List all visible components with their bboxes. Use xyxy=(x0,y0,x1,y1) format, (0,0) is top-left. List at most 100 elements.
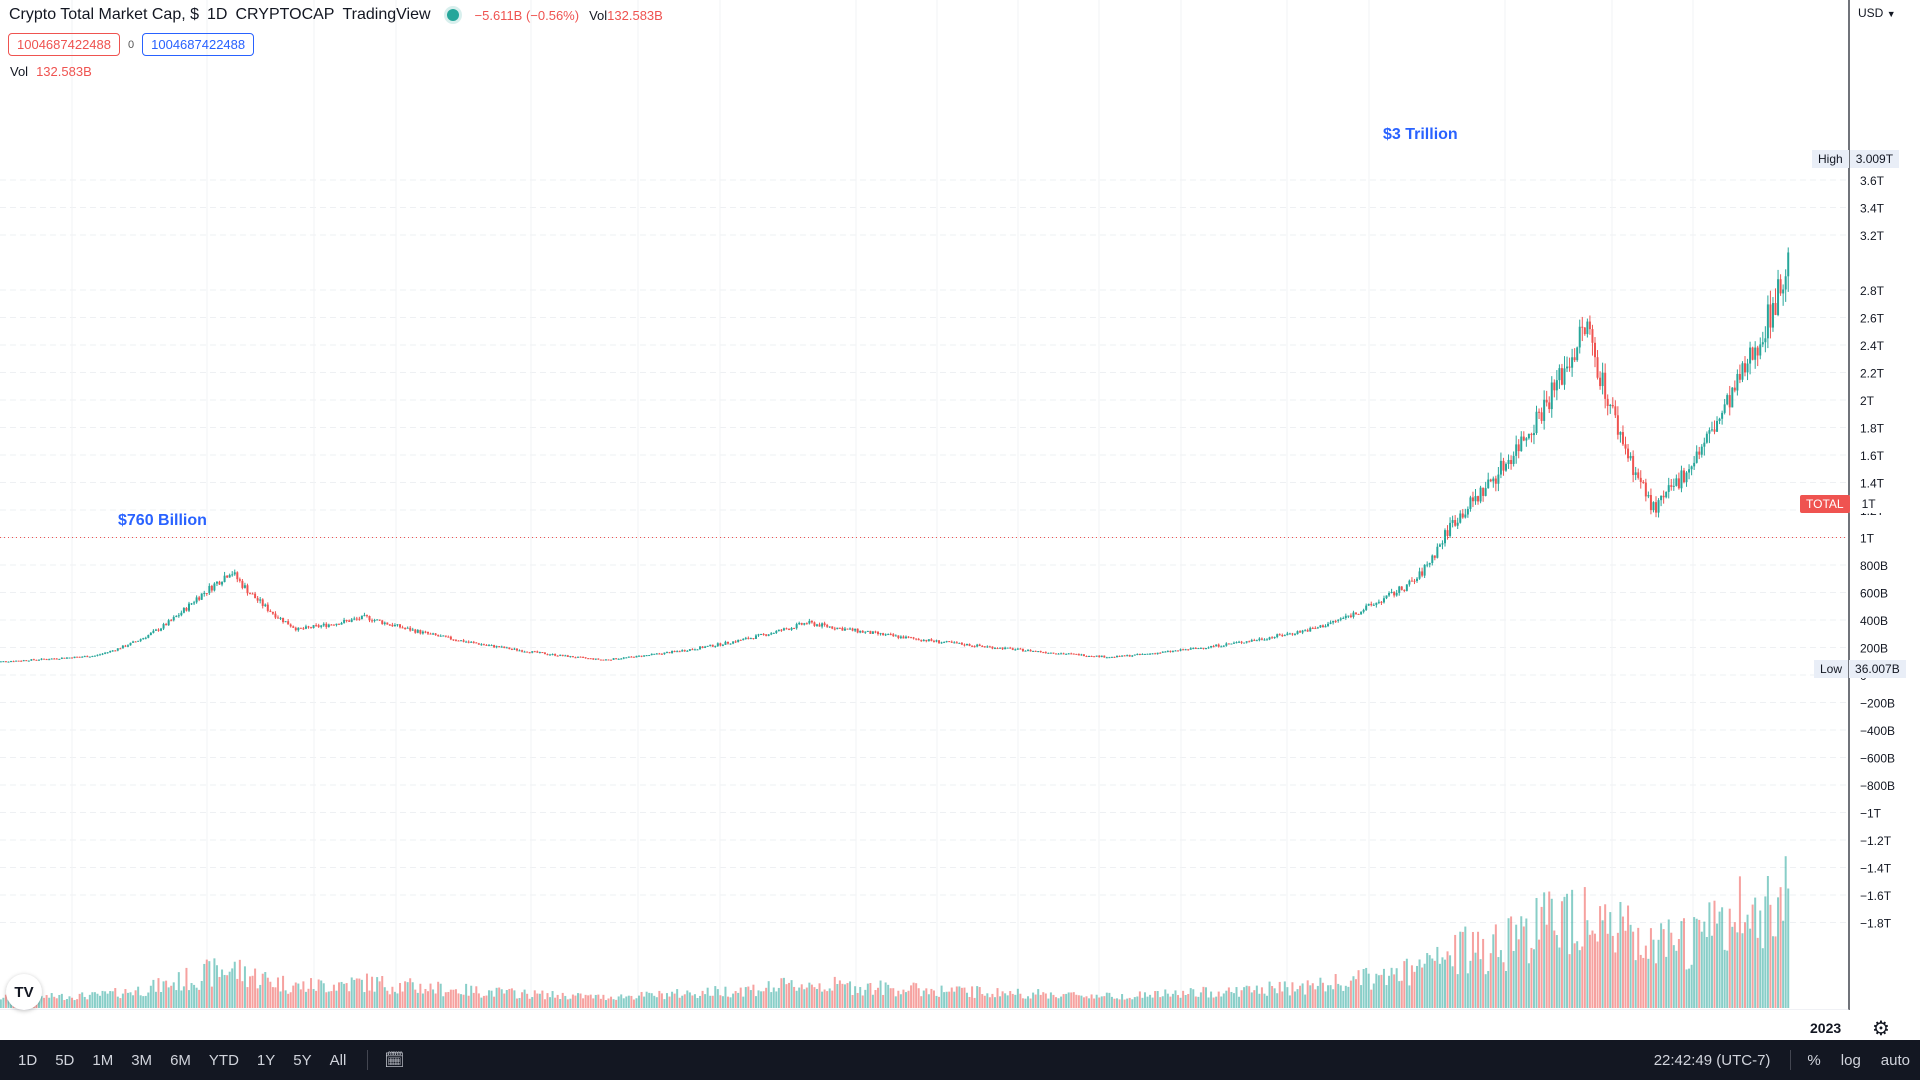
price-axis-label: 2.6T xyxy=(1860,312,1885,326)
candle-body xyxy=(551,654,554,656)
range-1m[interactable]: 1M xyxy=(92,1051,114,1069)
volume-bar xyxy=(1787,888,1790,1008)
volume-bar xyxy=(1019,993,1022,1008)
volume-bar xyxy=(1441,957,1444,1008)
candle-body xyxy=(889,634,892,636)
volume-bar xyxy=(1710,935,1713,1008)
volume-bar xyxy=(119,998,122,1008)
gear-icon[interactable]: ⚙ xyxy=(1872,1018,1890,1040)
volume-bar xyxy=(371,976,374,1008)
candle-body xyxy=(1698,451,1701,455)
log-toggle[interactable]: log xyxy=(1840,1051,1861,1069)
candle-body xyxy=(1657,500,1660,513)
volume-bar xyxy=(1667,919,1670,1008)
volume-bar xyxy=(1690,964,1693,1008)
candle-body xyxy=(1629,456,1632,459)
candle-body xyxy=(1199,647,1202,649)
volume-bar xyxy=(1027,996,1030,1008)
range-ytd[interactable]: YTD xyxy=(208,1051,239,1069)
volume-bar xyxy=(1642,957,1645,1008)
candle-body xyxy=(1082,654,1085,657)
range-5d[interactable]: 5D xyxy=(55,1051,75,1069)
symbol-info[interactable]: Crypto Total Market Cap, $ 1D CRYPTOCAP … xyxy=(9,6,431,24)
candle-body xyxy=(1555,380,1558,391)
low-label: Low xyxy=(1814,660,1849,678)
candle-body xyxy=(1169,650,1172,652)
price-axis-label: 1.4T xyxy=(1860,477,1885,491)
candle-body xyxy=(1777,279,1780,315)
volume-bar xyxy=(930,988,933,1008)
input-left-value[interactable]: 1004687422488 xyxy=(8,33,120,56)
candle-body xyxy=(1207,647,1210,649)
interval[interactable]: 1D xyxy=(207,6,228,23)
candle-body xyxy=(10,661,13,663)
volume-bar xyxy=(221,969,224,1008)
header-vol-label: Vol xyxy=(589,7,608,23)
candle-body xyxy=(1581,326,1584,328)
candle-body xyxy=(1611,404,1614,407)
symbol-title[interactable]: Crypto Total Market Cap, $ xyxy=(9,6,200,23)
calendar-icon[interactable]: 🗓 xyxy=(384,1052,405,1069)
volume-bar xyxy=(978,987,981,1008)
candle-body xyxy=(1487,479,1490,489)
price-axis-label: 1T xyxy=(1860,532,1875,546)
range-1y[interactable]: 1Y xyxy=(256,1051,276,1069)
candle-body xyxy=(1652,502,1655,511)
price-axis-label: −600B xyxy=(1860,752,1895,766)
volume-bar xyxy=(1464,926,1467,1008)
candle-body xyxy=(681,650,684,652)
candle-body xyxy=(1736,374,1739,391)
volume-bar xyxy=(836,984,839,1008)
volume-bar xyxy=(607,998,610,1008)
candle-body xyxy=(671,651,674,654)
volume-bar xyxy=(650,993,653,1008)
volume-bar xyxy=(55,998,58,1008)
volume-bar xyxy=(1108,992,1111,1008)
candle-body xyxy=(1202,647,1205,649)
volume-bar xyxy=(2,997,5,1008)
volume-bar xyxy=(116,996,119,1008)
range-all[interactable]: All xyxy=(329,1051,347,1069)
volume-bar xyxy=(1179,997,1182,1008)
range-6m[interactable]: 6M xyxy=(170,1051,191,1069)
chevron-down-icon: ▼ xyxy=(1886,9,1896,19)
volume-bar xyxy=(882,994,885,1008)
volume-bar xyxy=(1657,939,1660,1008)
volume-bar xyxy=(1583,887,1586,1008)
candle-body xyxy=(1235,642,1238,644)
volume-legend[interactable]: Vol 132.583B xyxy=(10,64,92,79)
candle-body xyxy=(1334,620,1337,622)
percent-toggle[interactable]: % xyxy=(1807,1051,1821,1069)
candle-body xyxy=(302,628,305,630)
range-5y[interactable]: 5Y xyxy=(293,1051,312,1069)
chart-area[interactable]: $760 Billion $3 Trillion Aug2018MayAug20… xyxy=(0,0,1850,1035)
indicator-inputs: 1004687422488 0 1004687422488 xyxy=(8,33,255,56)
price-axis[interactable]: 3.6T 3.4T 3.2T 2.8T 2.6T 2.4T 2.2T 2T 1.8T 1.6T 1.… xyxy=(1850,0,1920,1010)
candle-body xyxy=(1454,520,1457,526)
candle-body xyxy=(1204,647,1207,649)
input-right-value[interactable]: 1004687422488 xyxy=(142,33,255,56)
auto-toggle[interactable]: auto xyxy=(1880,1051,1910,1069)
range-3m[interactable]: 3M xyxy=(131,1051,153,1069)
range-1d[interactable]: 1D xyxy=(18,1051,38,1069)
volume-bar xyxy=(1309,985,1312,1008)
candle-body xyxy=(1649,495,1652,511)
candle-body xyxy=(704,646,707,648)
candle-body xyxy=(190,603,193,605)
candle-body xyxy=(1532,433,1535,436)
volume-bar xyxy=(648,992,651,1008)
candle-body xyxy=(1438,544,1441,547)
volume-bar xyxy=(1754,897,1757,1008)
candle-body xyxy=(200,593,203,600)
volume-bar xyxy=(348,991,351,1008)
tradingview-logo[interactable]: TV xyxy=(6,974,42,1010)
volume-bar xyxy=(363,992,366,1008)
currency-selector[interactable]: USD ▼ xyxy=(1858,6,1896,20)
market-status-icon[interactable] xyxy=(446,9,459,21)
candle-body xyxy=(635,655,638,658)
candle-body xyxy=(617,658,620,660)
candle-body xyxy=(373,620,376,622)
volume-bar xyxy=(610,996,613,1008)
chart-canvas[interactable]: $760 Billion $3 Trillion Aug2018MayAug20… xyxy=(0,0,1850,1035)
candle-body xyxy=(785,628,788,630)
